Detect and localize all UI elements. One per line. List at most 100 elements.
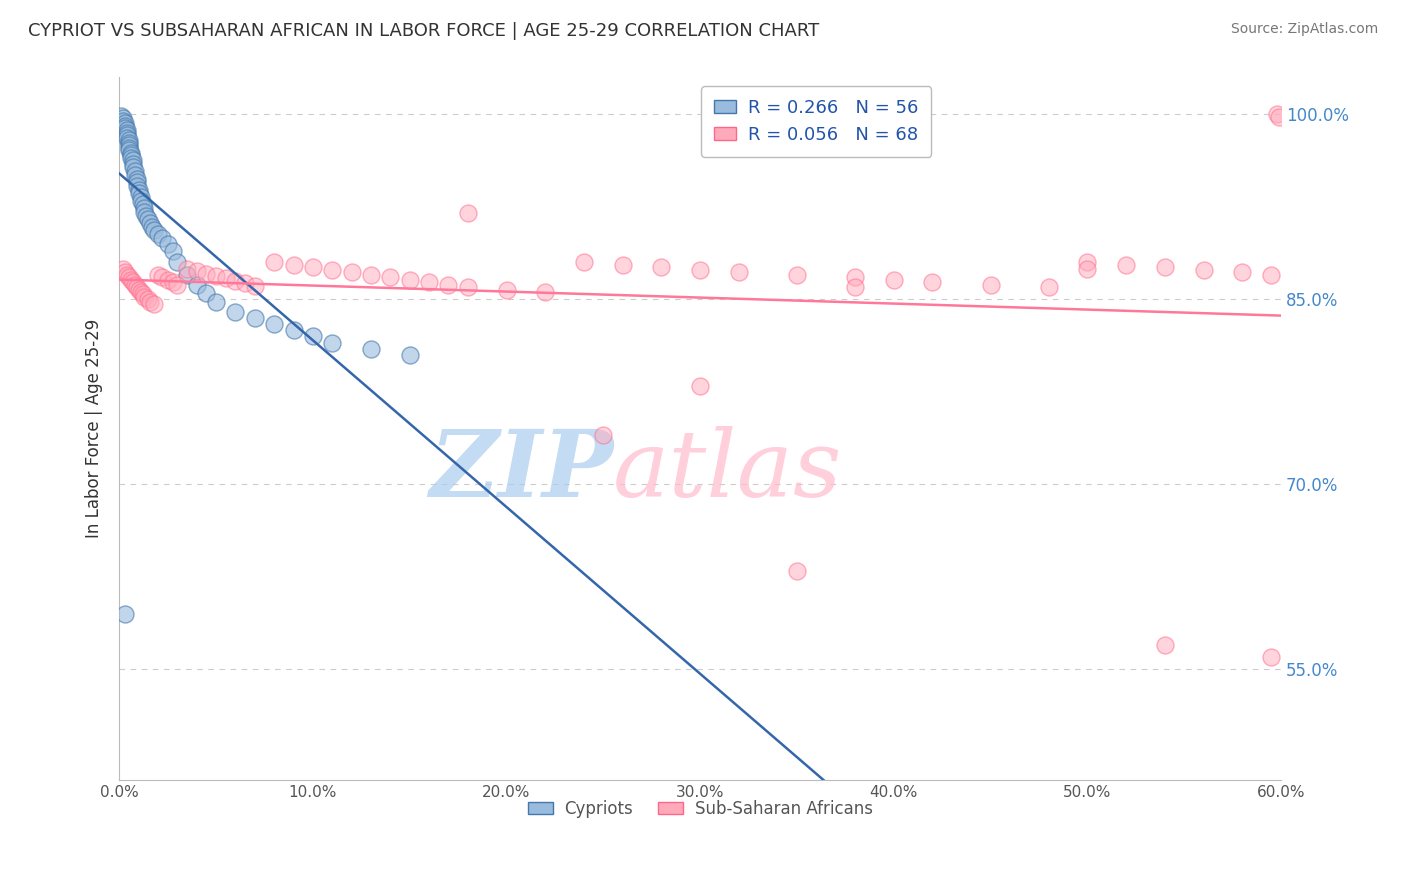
Point <box>146 227 169 241</box>
Point <box>321 335 343 350</box>
Point <box>121 161 143 175</box>
Point <box>124 168 146 182</box>
Point <box>1153 260 1175 275</box>
Text: CYPRIOT VS SUBSAHARAN AFRICAN IN LABOR FORCE | AGE 25-29 CORRELATION CHART: CYPRIOT VS SUBSAHARAN AFRICAN IN LABOR F… <box>28 22 820 40</box>
Point <box>129 194 152 208</box>
Point <box>980 277 1002 292</box>
Point <box>162 275 184 289</box>
Point <box>141 219 163 234</box>
Point <box>592 428 614 442</box>
Point <box>1076 261 1098 276</box>
Point <box>139 294 162 309</box>
Point <box>129 190 152 204</box>
Point <box>118 138 141 153</box>
Point <box>112 261 135 276</box>
Point <box>1076 255 1098 269</box>
Point <box>156 273 179 287</box>
Point <box>612 258 634 272</box>
Point <box>114 116 136 130</box>
Point <box>118 133 141 147</box>
Point <box>136 293 159 307</box>
Point <box>131 287 153 301</box>
Point <box>176 268 198 282</box>
Point <box>302 260 325 275</box>
Point <box>115 268 138 282</box>
Point <box>125 280 148 294</box>
Legend: Cypriots, Sub-Saharan Africans: Cypriots, Sub-Saharan Africans <box>520 793 879 825</box>
Point <box>114 265 136 279</box>
Point <box>121 153 143 167</box>
Text: atlas: atlas <box>613 426 842 516</box>
Point <box>120 148 142 162</box>
Point <box>398 348 420 362</box>
Point <box>118 270 141 285</box>
Point <box>112 111 135 125</box>
Point <box>162 244 184 259</box>
Point <box>457 280 479 294</box>
Point <box>120 145 142 160</box>
Point <box>176 261 198 276</box>
Point <box>398 273 420 287</box>
Point <box>786 564 808 578</box>
Point <box>115 131 138 145</box>
Point <box>1268 110 1291 124</box>
Point <box>883 273 905 287</box>
Point <box>321 262 343 277</box>
Point <box>166 255 188 269</box>
Point <box>224 274 246 288</box>
Point <box>215 271 238 285</box>
Point <box>1038 280 1060 294</box>
Point <box>1260 650 1282 665</box>
Point <box>129 285 152 299</box>
Point <box>143 223 166 237</box>
Point <box>727 265 749 279</box>
Point <box>124 164 146 178</box>
Point <box>1192 262 1215 277</box>
Point <box>689 378 711 392</box>
Point <box>114 119 136 133</box>
Point <box>112 113 135 128</box>
Point <box>233 277 256 291</box>
Point <box>243 310 266 325</box>
Point <box>110 109 132 123</box>
Point <box>166 277 188 292</box>
Point <box>360 342 382 356</box>
Point <box>302 329 325 343</box>
Point <box>118 141 141 155</box>
Point <box>134 204 156 219</box>
Point <box>115 128 138 143</box>
Point <box>650 260 672 275</box>
Point <box>195 286 218 301</box>
Point <box>114 120 136 135</box>
Point <box>128 186 150 201</box>
Text: ZIP: ZIP <box>429 426 613 516</box>
Point <box>128 183 150 197</box>
Point <box>224 304 246 318</box>
Point <box>1115 258 1137 272</box>
Point <box>121 157 143 171</box>
Point <box>128 283 150 297</box>
Point <box>186 277 208 292</box>
Point <box>195 267 218 281</box>
Point <box>135 209 157 223</box>
Point <box>125 178 148 193</box>
Point <box>205 268 228 283</box>
Point <box>134 290 156 304</box>
Point <box>283 323 305 337</box>
Point <box>156 236 179 251</box>
Point <box>418 275 440 289</box>
Point <box>125 175 148 189</box>
Point <box>115 126 138 140</box>
Point <box>572 255 595 269</box>
Point <box>495 283 517 297</box>
Point <box>1265 107 1288 121</box>
Point <box>114 607 136 621</box>
Point <box>150 231 173 245</box>
Point <box>689 262 711 277</box>
Point <box>844 270 866 285</box>
Point <box>115 123 138 137</box>
Point <box>120 151 142 165</box>
Point <box>136 212 159 227</box>
Point <box>150 270 173 285</box>
Point <box>121 275 143 289</box>
